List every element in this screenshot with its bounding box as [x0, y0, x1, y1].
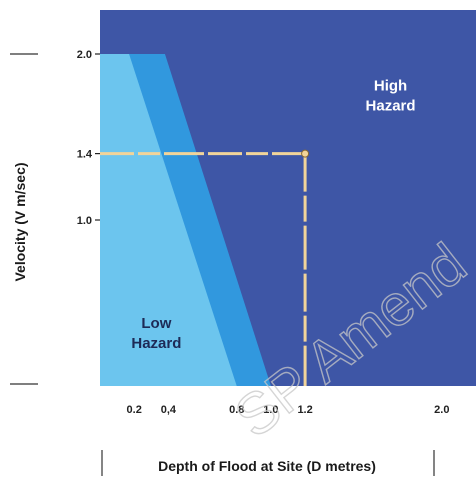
- x-tick-label: 0.2: [127, 404, 142, 416]
- x-axis-ticks: 0.2 0,4 0.8 1.0 1.2 2.0: [127, 404, 450, 416]
- low-hazard-label-line: Low: [141, 315, 171, 332]
- y-axis-label: Velocity (V m/sec): [12, 162, 28, 281]
- y-tick-label: 1.4: [77, 149, 93, 161]
- zone-labels: High Hazard Low Hazard: [131, 78, 415, 352]
- example-guide-lines: [100, 152, 307, 386]
- low-hazard-region: [100, 54, 237, 386]
- decorative-rules: [10, 53, 435, 476]
- example-point-marker: [301, 149, 310, 158]
- x-tick-label: 2.0: [434, 404, 449, 416]
- y-axis-ticks: 2.0 1.4 1.0: [77, 49, 100, 227]
- x-tick-label: 1.2: [297, 404, 312, 416]
- x-tick-label: 1.0: [263, 404, 278, 416]
- high-hazard-label-line: Hazard: [366, 98, 416, 115]
- y-tick-label: 2.0: [77, 49, 92, 61]
- x-axis-label: Depth of Flood at Site (D metres): [158, 458, 376, 474]
- x-tick-label: 0,4: [161, 404, 177, 416]
- low-hazard-label-line: Hazard: [131, 335, 181, 352]
- x-tick-label: 0.8: [229, 404, 244, 416]
- high-hazard-label-line: High: [374, 78, 407, 95]
- y-tick-label: 1.0: [77, 215, 92, 227]
